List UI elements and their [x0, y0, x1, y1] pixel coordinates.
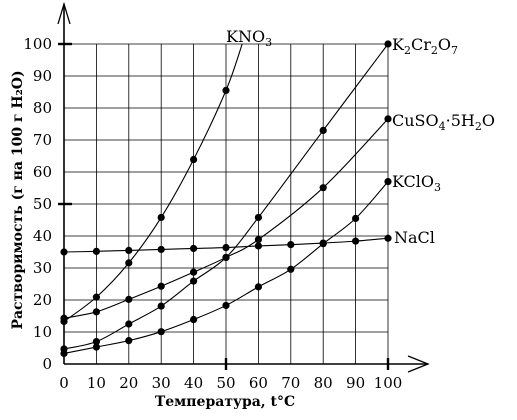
x-tick-label: 10	[87, 374, 106, 392]
data-point	[92, 247, 100, 255]
data-point	[254, 235, 262, 244]
data-point	[60, 314, 68, 322]
data-point	[384, 115, 392, 123]
series-points	[60, 40, 392, 358]
y-axis-arrow	[57, 1, 71, 25]
x-tick-label: 50	[216, 374, 235, 392]
data-point	[190, 315, 198, 324]
data-point	[319, 126, 327, 134]
data-point	[125, 246, 133, 254]
series-label: NaCl	[394, 228, 435, 247]
data-point	[352, 237, 360, 245]
data-point	[125, 259, 133, 267]
y-tick-label: 0	[42, 355, 52, 373]
data-point	[157, 213, 165, 222]
data-point	[254, 213, 262, 222]
data-point	[222, 86, 230, 94]
y-tick-label: 10	[33, 323, 52, 341]
series-labels: KNO3 K2Cr2O7 CuSO4·5H2O KClO3 NaCl	[226, 27, 495, 247]
series-label: CuSO4·5H2O	[392, 111, 495, 133]
data-point	[92, 338, 100, 346]
x-tick-label: 60	[249, 374, 268, 392]
series-label: KClO3	[392, 172, 441, 194]
series-line	[63, 43, 243, 322]
y-tick-label: 30	[33, 259, 52, 277]
data-point	[157, 328, 165, 336]
y-tick-label: 70	[33, 131, 52, 149]
series-line	[63, 118, 389, 319]
data-point	[125, 320, 133, 328]
x-tick-label: 0	[59, 374, 69, 392]
data-point	[92, 343, 100, 351]
data-point	[254, 283, 262, 291]
y-axis-label: Растворимость (г на 100 г H₂O)	[10, 70, 26, 329]
data-point	[352, 214, 360, 222]
data-point	[190, 268, 198, 276]
data-point	[157, 302, 165, 310]
data-point	[384, 178, 392, 186]
data-point	[157, 245, 165, 254]
data-point	[92, 308, 100, 316]
data-point	[222, 301, 230, 310]
y-tick-label: 60	[33, 163, 52, 181]
data-point	[190, 277, 198, 285]
x-tick-label: 30	[152, 374, 171, 392]
x-tick-label: 90	[346, 374, 365, 392]
data-point	[60, 248, 68, 256]
data-point	[222, 253, 230, 262]
x-tick-label: 80	[314, 374, 333, 392]
x-tick-label: 20	[119, 374, 138, 392]
data-point	[222, 243, 230, 252]
series-label: KNO3	[226, 27, 272, 49]
y-tick-label: 50	[33, 195, 52, 213]
data-point	[190, 244, 198, 253]
x-axis-arrow	[407, 355, 430, 373]
data-point	[254, 242, 262, 250]
y-tick-label: 100	[23, 35, 52, 53]
y-tick-label: 90	[33, 67, 52, 85]
axes	[57, 1, 430, 373]
data-point	[92, 293, 100, 301]
y-tick-label: 80	[33, 99, 52, 117]
data-point	[384, 234, 392, 242]
data-point	[319, 239, 327, 247]
data-point	[287, 241, 295, 249]
data-point	[384, 40, 392, 48]
data-point	[125, 337, 133, 345]
data-point	[287, 265, 295, 273]
tick-labels: 0 10 20 30 40 50 60 70 80 90 100 0 10 20 30 40 50 60 70 80 9…	[23, 35, 402, 392]
y-tick-label: 20	[33, 291, 52, 309]
x-tick-label: 70	[281, 374, 300, 392]
series-label: K2Cr2O7	[392, 35, 458, 57]
x-axis-label: Температура, t°C	[155, 394, 295, 410]
data-point	[319, 184, 327, 192]
x-tick-label: 40	[184, 374, 203, 392]
data-point	[125, 295, 133, 303]
y-tick-label: 40	[33, 227, 52, 245]
data-point	[60, 349, 68, 358]
data-point	[157, 282, 165, 290]
data-point	[190, 155, 198, 164]
x-tick-label: 100	[374, 374, 403, 392]
